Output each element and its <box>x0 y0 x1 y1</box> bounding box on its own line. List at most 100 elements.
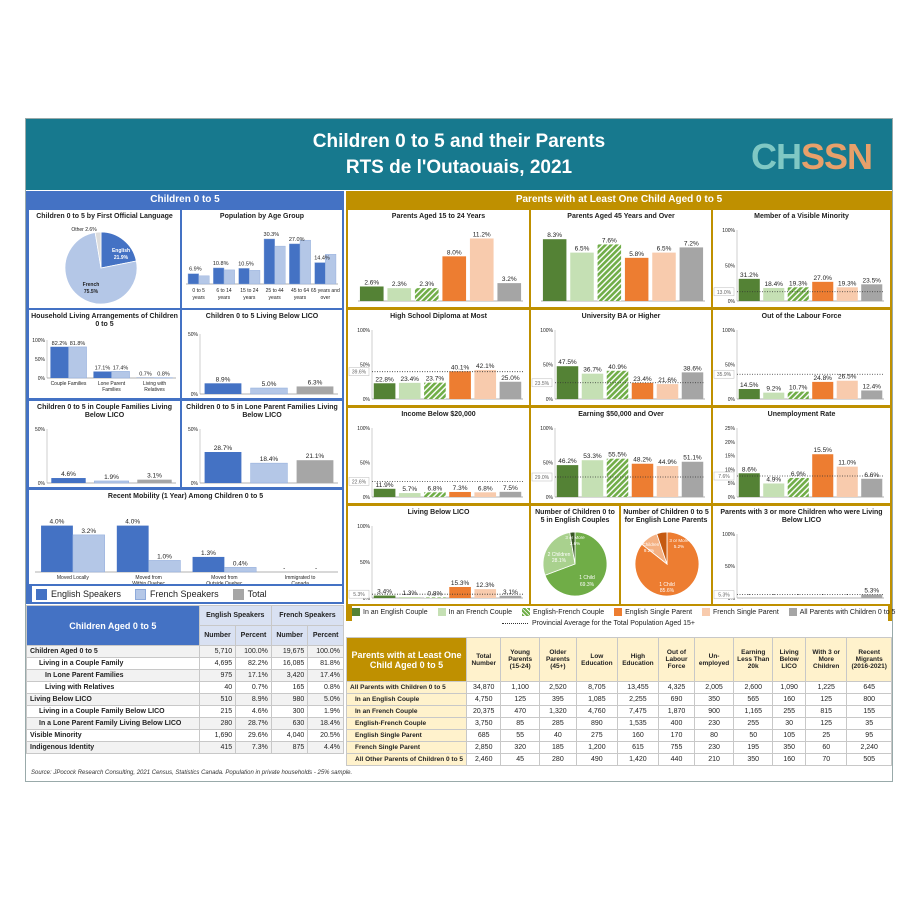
data-label: 28.7% <box>214 445 233 452</box>
bar <box>679 247 704 301</box>
category-label: years <box>269 295 282 301</box>
bar <box>424 382 446 399</box>
bar <box>738 388 760 399</box>
chssn-logo: CHSSN <box>750 136 873 177</box>
bar <box>424 597 446 598</box>
cell: 255 <box>733 717 774 730</box>
category-label: Moved from <box>211 575 237 581</box>
row-label: Living in a Couple Family Below LICO <box>26 705 200 718</box>
column-header: Number <box>198 625 237 646</box>
row-label: In a Lone Parent Family Living Below LIC… <box>26 717 200 730</box>
cell: 1,535 <box>616 717 660 730</box>
y-tick-label: 0% <box>728 397 736 403</box>
chart-title: Children 0 to 5 in Lone Parent Families … <box>186 404 338 419</box>
cell: 160 <box>616 729 660 742</box>
data-label: 6.8% <box>478 485 493 492</box>
data-label: 0.7% <box>139 372 152 378</box>
cell: 40 <box>538 729 577 742</box>
y-tick-label: 100% <box>722 532 735 538</box>
data-label: 2.3% <box>419 281 434 288</box>
bar <box>738 473 760 497</box>
category-label: Canada <box>291 581 309 584</box>
category-label: 25 to 44 <box>266 288 284 294</box>
data-label: 36.7% <box>583 367 602 374</box>
cell: 690 <box>658 693 695 706</box>
pie-label: 2 Children <box>639 542 660 547</box>
data-label: 6.3% <box>308 379 323 386</box>
table-row: English Single Parent 685 55 40 275 160 170 80 5… <box>346 729 892 742</box>
bar <box>631 382 654 399</box>
average-label-box <box>713 369 735 379</box>
cell: 440 <box>658 753 695 766</box>
table-row: In Lone Parent Families 975 17.1% 3,420 17.4… <box>26 669 344 682</box>
data-label: 40.1% <box>451 364 470 371</box>
cell: 2,520 <box>538 681 577 694</box>
cell: 490 <box>575 753 618 766</box>
category-label: Families <box>102 387 121 393</box>
average-label: 13.0% <box>717 290 732 296</box>
panel-earning: Earning $50,000 and Over 100% 50% 0% 46.2% 53… <box>531 408 711 503</box>
data-label: 10.7% <box>789 385 808 392</box>
column-header: Low Education <box>575 637 618 682</box>
panel-highschool: High School Diploma at Most 100% 50% 0% 22.8… <box>348 310 529 405</box>
data-label: 23.7% <box>426 376 445 383</box>
y-tick-label: 50% <box>725 264 736 270</box>
average-label: 29.0% <box>535 475 550 481</box>
panel-pie-lone: Number of Children 0 to 5 for English Lo… <box>621 506 711 604</box>
panel-visible-svg: 100% 50% 0% 31.2% 18.4% 19.3% 27.0% 19.3% 23.5% 1… <box>713 228 884 305</box>
category-label: 0 to 5 <box>192 288 205 294</box>
cell: 13,455 <box>616 681 660 694</box>
data-label: 8.0% <box>447 249 462 256</box>
cell: 40 <box>198 681 237 694</box>
data-label: 23.5% <box>863 277 882 284</box>
category-label: years <box>294 295 307 301</box>
bar <box>581 460 604 497</box>
data-label: 5.8% <box>629 251 644 258</box>
category-label: over <box>320 295 330 301</box>
chart-title: Number of Children 0 to 5 for English Lo… <box>623 509 709 524</box>
y-tick-label: 50% <box>35 357 46 363</box>
bar <box>398 382 421 399</box>
pie-slice <box>544 531 608 597</box>
cell: 615 <box>616 741 660 754</box>
cell: 1,225 <box>805 681 848 694</box>
data-label: 23.4% <box>401 376 420 383</box>
data-label: 2.6% <box>364 279 379 286</box>
bar <box>861 594 883 598</box>
chart-title: Unemployment Rate <box>767 411 836 418</box>
panel-unemployment: Unemployment Rate 25% 20% 15% 10% 5% 0% 8.6% 4.9… <box>713 408 890 503</box>
category-label: 65 years and <box>311 288 340 294</box>
cell: 7,475 <box>616 705 660 718</box>
bar <box>68 346 87 379</box>
data-label: 2.3% <box>392 281 407 288</box>
bar <box>373 488 396 497</box>
category-label: years <box>193 295 206 301</box>
table-row: Visible Minority 1,690 29.6% 4,040 20.5% <box>26 729 344 742</box>
y-tick-label: 0% <box>38 481 46 487</box>
row-label: Children Aged 0 to 5 <box>26 645 200 658</box>
data-label: 53.3% <box>583 453 602 460</box>
bar <box>299 239 311 285</box>
chart-title: Parents with 3 or more Children who were… <box>720 509 883 524</box>
bar <box>72 534 105 573</box>
chart-title: Children 0 to 5 Living Below LICO <box>205 313 319 320</box>
y-tick-label: 25% <box>725 426 736 432</box>
table-row: In an French Couple 20,375 470 1,320 4,760 7,… <box>346 705 892 718</box>
cell: 400 <box>658 717 695 730</box>
panel-highschool-svg: 100% 50% 0% 22.8% 23.4% 23.7% 40.1% 42.1% 25.0% 3… <box>348 328 523 403</box>
data-label: 18.4% <box>260 456 279 463</box>
pie-slice <box>569 531 576 565</box>
category-label: years <box>218 295 231 301</box>
pie-label: 85.6% <box>660 588 675 594</box>
column-header: Total Number <box>465 637 502 682</box>
category-label: Living with <box>143 381 167 387</box>
data-label: 17.1% <box>95 366 111 372</box>
data-label: 0.4% <box>233 560 248 567</box>
panel-unemployment-svg: 25% 20% 15% 10% 5% 0% 8.6% 4.9% 6.9% 15.5% 11.0% 6.… <box>713 426 884 501</box>
data-label: 8.9% <box>216 376 231 383</box>
category-label: years <box>243 295 256 301</box>
cell: 900 <box>693 705 735 718</box>
bar <box>836 380 858 399</box>
data-label: - <box>773 591 775 598</box>
